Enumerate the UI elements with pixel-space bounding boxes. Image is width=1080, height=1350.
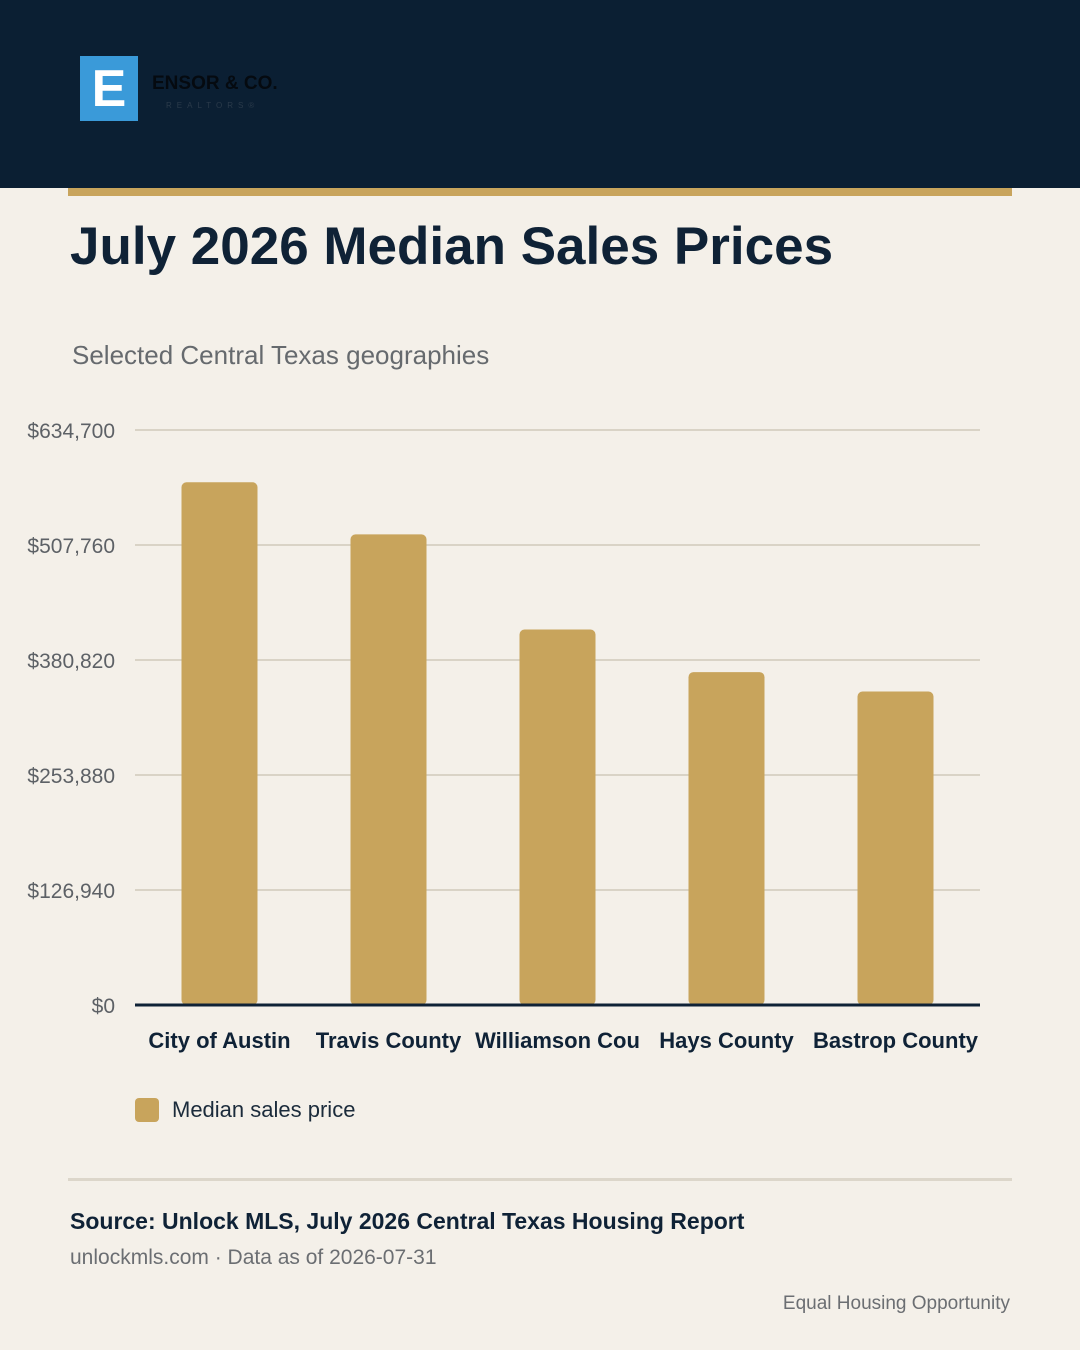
bar [519,629,596,1005]
source-subline: unlockmls.com · Data as of 2026-07-31 [70,1246,437,1269]
legend-label: Median sales price [172,1097,356,1122]
page-title: July 2026 Median Sales Prices [70,217,834,276]
y-tick-label: $507,760 [27,535,115,558]
brand-logo-icon: E [80,56,138,121]
x-tick-label: Bastrop County [813,1028,979,1053]
bar-chart: $0 $126,940 $253,880 $380,820 $507,760 $634,7… [27,420,980,1053]
x-tick-label: Travis County [316,1028,462,1053]
y-tick-label: $634,700 [27,420,115,443]
x-tick-label: Williamson Cou [475,1028,640,1053]
x-tick-label: City of Austin [148,1028,290,1053]
legend-swatch [135,1098,159,1122]
header-bar: E ENSOR & CO. REALTORS® [0,0,1080,188]
logo-letter: E [91,59,127,118]
bar [181,482,258,1006]
bar [857,691,934,1005]
y-tick-label: $0 [92,995,115,1018]
equal-housing-text: Equal Housing Opportunity [782,1293,1010,1314]
x-tick-label: Hays County [659,1028,794,1053]
accent-rule [68,188,1012,196]
y-tick-label: $380,820 [27,650,115,673]
y-tick-label: $253,880 [27,765,115,788]
chart-legend: Median sales price [135,1097,355,1123]
source-line: Source: Unlock MLS, July 2026 Central Te… [70,1208,745,1234]
bar [688,672,765,1005]
y-tick-label: $126,940 [27,880,115,903]
footer-divider [68,1178,1012,1181]
chart-subtitle: Selected Central Texas geographies [72,340,490,370]
bar [350,534,427,1005]
brand-name: ENSOR & CO. [152,73,278,94]
brand-tagline: REALTORS® [166,101,260,110]
